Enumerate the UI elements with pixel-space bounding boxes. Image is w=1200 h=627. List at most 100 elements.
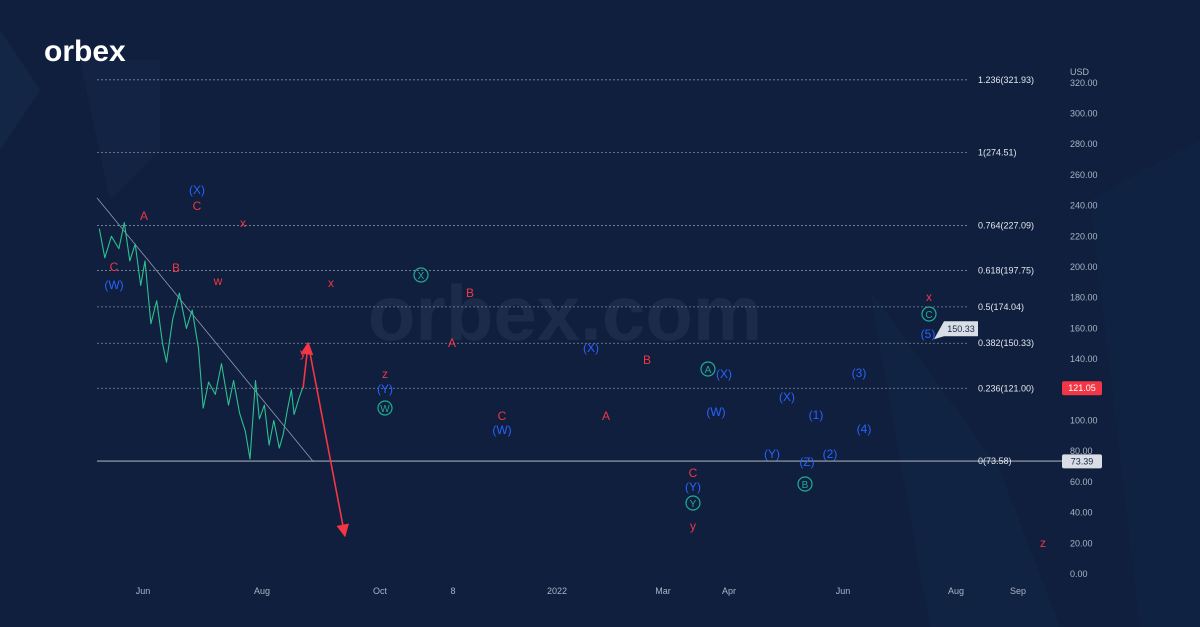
wave-label: (2) xyxy=(823,447,838,461)
wave-label: (5) xyxy=(921,327,936,341)
wave-label: w xyxy=(213,274,223,288)
price-tag xyxy=(1062,381,1102,396)
chart-background xyxy=(0,30,1200,627)
wave-label: (X) xyxy=(189,183,205,197)
price-series xyxy=(98,221,304,460)
y-tick-label: 200.00 xyxy=(1070,262,1098,272)
wave-label: B xyxy=(172,261,180,275)
fibonacci-levels: 1.236(321.93) 1(274.51) 0.764(227.09) 0.618… xyxy=(97,75,1062,466)
wave-label: (Y) xyxy=(377,382,393,396)
y-tick-label: 20.00 xyxy=(1070,538,1093,548)
x-tick-label: Apr xyxy=(722,586,736,596)
wave-label: (W) xyxy=(492,423,511,437)
x-tick-label: Jun xyxy=(836,586,851,596)
wave-label: (X) xyxy=(583,341,599,355)
wave-label: A xyxy=(602,409,610,423)
wave-label: x xyxy=(240,216,246,230)
callout-label: 150.33 xyxy=(947,324,975,334)
y-tick-label: 40.00 xyxy=(1070,508,1093,518)
forecast-arrow xyxy=(300,341,314,389)
fib-label: 0.618(197.75) xyxy=(978,265,1034,275)
wave-label: A xyxy=(140,209,148,223)
y-tick-label: 320.00 xyxy=(1070,78,1098,88)
wave-label: z xyxy=(1040,536,1046,550)
wave-circle xyxy=(377,400,393,416)
fib-label: 1(274.51) xyxy=(978,148,1017,158)
wave-label: X xyxy=(418,271,425,282)
wave-label: y xyxy=(300,346,306,360)
y-tick-label: 100.00 xyxy=(1070,416,1098,426)
fib-label: 0.382(150.33) xyxy=(978,338,1034,348)
wave-label: W xyxy=(380,404,390,415)
x-axis: Jun Aug Oct 8 2022 Mar Apr Jun Aug Sep xyxy=(136,586,1026,596)
wave-label: C xyxy=(925,310,932,321)
wave-label: (W) xyxy=(706,405,725,419)
x-tick-label: Sep xyxy=(1010,586,1026,596)
wave-label: C xyxy=(689,466,698,480)
y-tick-label: 260.00 xyxy=(1070,170,1098,180)
wave-circle xyxy=(797,476,813,492)
x-tick-label: 2022 xyxy=(547,586,567,596)
target-callout: 150.33 xyxy=(934,321,978,340)
wave-circle xyxy=(413,267,429,283)
wave-label: x xyxy=(328,276,334,290)
x-tick-label: Aug xyxy=(254,586,270,596)
y-axis: USD 0.0020.0040.0060.0080.00100.00120.00… xyxy=(1070,67,1098,579)
wave-label: B xyxy=(466,286,474,300)
wave-label: A xyxy=(448,336,456,350)
fib-label: 0(73.58) xyxy=(978,456,1012,466)
y-tick-label: 60.00 xyxy=(1070,477,1093,487)
watermark-text: orbex.com xyxy=(368,269,762,357)
wave-circle xyxy=(700,361,716,377)
trend-line xyxy=(96,197,314,463)
x-tick-label: 8 xyxy=(450,586,455,596)
price-tag-label: 73.39 xyxy=(1071,456,1094,466)
wave-label: y xyxy=(690,519,696,533)
forecast-path xyxy=(300,341,350,538)
x-tick-label: Jun xyxy=(136,586,151,596)
x-tick-label: Oct xyxy=(373,586,388,596)
fib-label: 0.236(121.00) xyxy=(978,383,1034,393)
y-tick-label: 220.00 xyxy=(1070,231,1098,241)
wave-label: (4) xyxy=(857,422,872,436)
x-tick-label: Mar xyxy=(655,586,671,596)
wave-label: (3) xyxy=(852,366,867,380)
wave-label: (Y) xyxy=(764,447,780,461)
y-tick-label: 240.00 xyxy=(1070,201,1098,211)
wave-label: B xyxy=(643,353,651,367)
wave-label: (1) xyxy=(809,408,824,422)
fib-label: 0.5(174.04) xyxy=(978,302,1024,312)
wave-label: z xyxy=(382,367,388,381)
wave-label: C xyxy=(110,260,119,274)
callout-box xyxy=(934,321,978,340)
fib-label: 0.764(227.09) xyxy=(978,220,1034,230)
price-line xyxy=(98,221,304,460)
trendline xyxy=(96,197,314,463)
wave-label: (X) xyxy=(779,390,795,404)
price-tags: 121.05 73.39 xyxy=(1062,381,1102,469)
price-tag-label: 121.05 xyxy=(1068,383,1096,393)
brand-logo-text: orbex xyxy=(44,35,126,68)
y-tick-label: 300.00 xyxy=(1070,109,1098,119)
y-axis-currency: USD xyxy=(1070,67,1090,77)
y-tick-label: 180.00 xyxy=(1070,293,1098,303)
forecast-arrow xyxy=(307,343,350,538)
wave-circle xyxy=(921,306,937,322)
fib-label: 1.236(321.93) xyxy=(978,75,1034,85)
y-tick-label: 80.00 xyxy=(1070,446,1093,456)
y-tick-label: 280.00 xyxy=(1070,139,1098,149)
x-tick-label: Aug xyxy=(948,586,964,596)
wave-label: C xyxy=(193,199,202,213)
wave-label: (W) xyxy=(104,278,123,292)
brand-logo: orbex xyxy=(44,35,126,68)
wave-label: (Y) xyxy=(685,480,701,494)
wave-label: Y xyxy=(690,499,697,510)
wave-label: (X) xyxy=(716,367,732,381)
wave-label: (Z) xyxy=(799,455,814,469)
y-tick-label: 160.00 xyxy=(1070,323,1098,333)
wave-label: C xyxy=(498,409,507,423)
wave-label: A xyxy=(705,365,712,376)
price-tag xyxy=(1062,454,1102,469)
